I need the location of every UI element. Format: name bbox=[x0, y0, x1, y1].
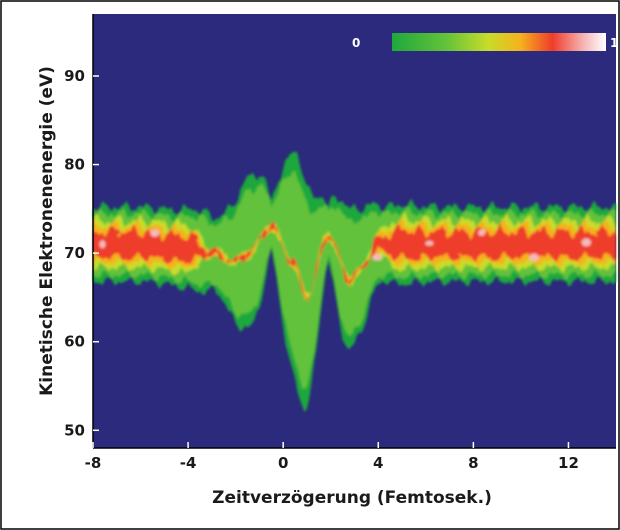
y-tick-label: 70 bbox=[64, 244, 85, 262]
band-hotspot bbox=[478, 230, 485, 236]
band-hotspot bbox=[490, 254, 500, 261]
band-hotspot bbox=[177, 244, 184, 251]
band-hotspot bbox=[503, 239, 512, 246]
band-hotspot bbox=[529, 253, 539, 261]
band-hotspot bbox=[596, 231, 603, 236]
colorbar-min-label: 0 bbox=[352, 36, 360, 50]
colorbar-max-label: 1 bbox=[610, 36, 618, 50]
band-hotspot bbox=[451, 254, 461, 260]
band-hotspot bbox=[150, 229, 159, 237]
band-hotspot bbox=[439, 229, 447, 237]
band-hotspot bbox=[138, 241, 145, 247]
band-hotspot bbox=[411, 253, 421, 261]
x-tick-label: 12 bbox=[558, 454, 579, 472]
band-hotspot bbox=[372, 254, 382, 261]
band-hotspot bbox=[582, 238, 592, 246]
band-hotspot bbox=[464, 239, 473, 247]
x-tick-label: -4 bbox=[180, 454, 197, 472]
band-hotspot bbox=[399, 230, 407, 236]
band-hotspot bbox=[557, 229, 563, 237]
band-hotspot bbox=[100, 240, 106, 248]
y-tick-label: 50 bbox=[64, 421, 85, 439]
band-hotspot bbox=[386, 240, 394, 248]
y-axis-label: Kinetische Elektronenenergie (eV) bbox=[37, 66, 57, 396]
band-hotspot bbox=[569, 255, 578, 261]
y-tick-label: 60 bbox=[64, 333, 85, 351]
band-hotspot bbox=[190, 234, 199, 241]
x-tick-label: -8 bbox=[85, 454, 102, 472]
y-tick-label: 90 bbox=[64, 67, 85, 85]
band-hotspot bbox=[111, 229, 120, 234]
colorbar-gradient bbox=[392, 33, 606, 51]
x-axis-label: Zeitverzögerung (Femtosek.) bbox=[212, 488, 492, 508]
y-tick-label: 80 bbox=[64, 156, 85, 174]
x-tick-label: 4 bbox=[373, 454, 383, 472]
band-hotspot bbox=[124, 253, 134, 261]
band-hotspot bbox=[163, 256, 173, 263]
band-hotspot bbox=[542, 240, 551, 246]
x-tick-label: 0 bbox=[278, 454, 288, 472]
x-tick-label: 8 bbox=[468, 454, 478, 472]
band-hotspot bbox=[518, 229, 525, 236]
band-hotspot bbox=[425, 241, 433, 246]
